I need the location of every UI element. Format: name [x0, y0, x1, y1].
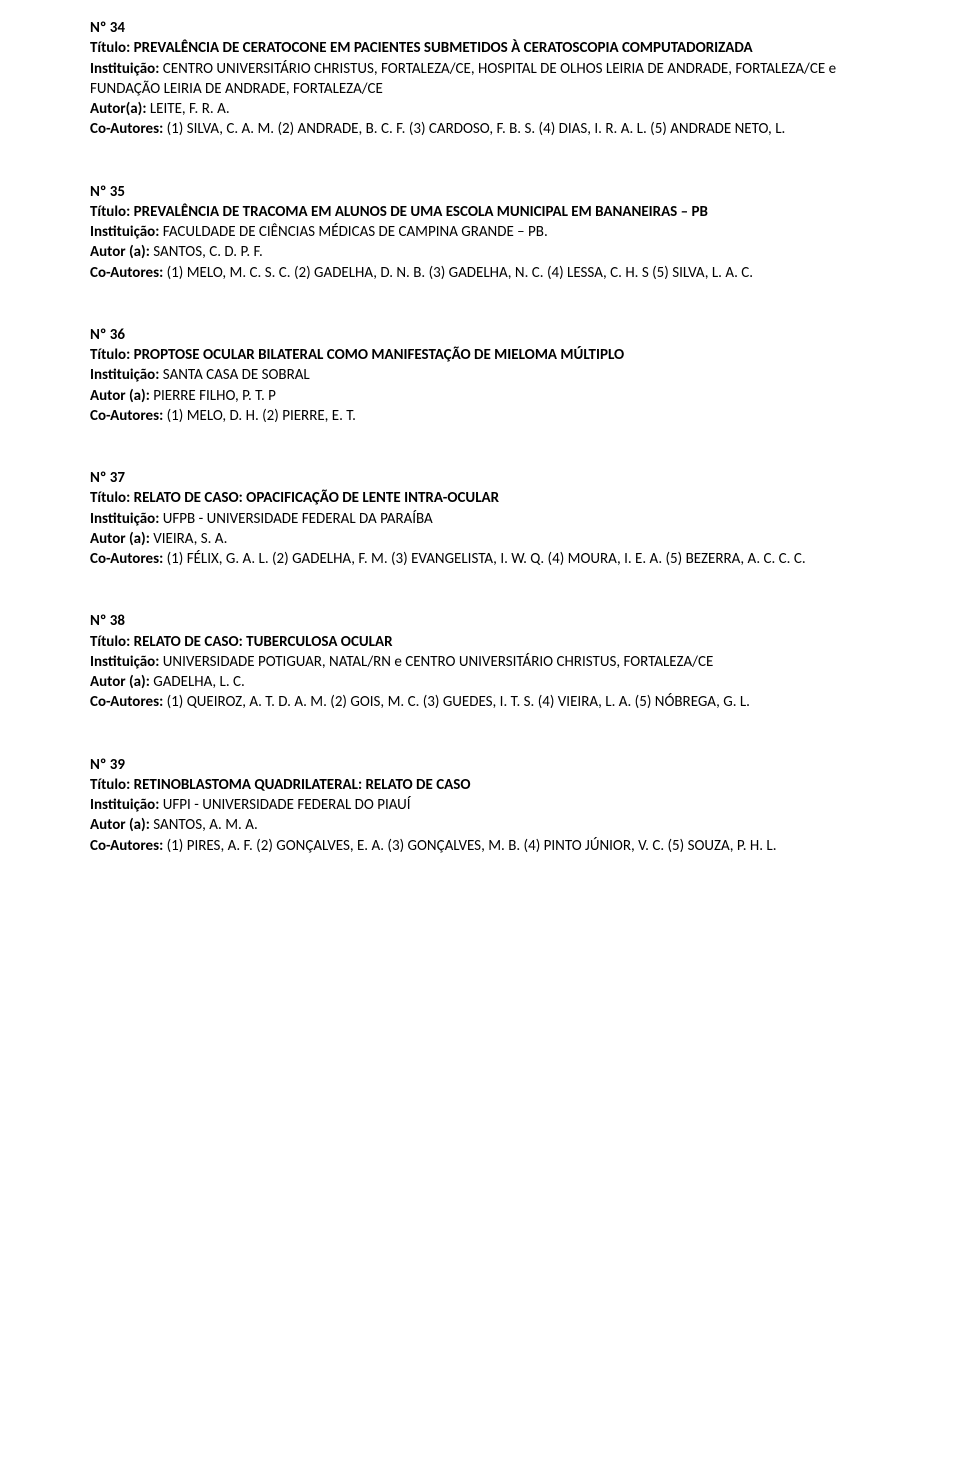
coauthors-label: Co-Autores: [90, 837, 167, 855]
coauthors-value: (1) QUEIROZ, A. T. D. A. M. (2) GOIS, M.… [167, 693, 750, 711]
institution-label: Instituição: [90, 510, 163, 528]
entry-author: Autor(a): LEITE, F. R. A. [90, 99, 870, 119]
coauthors-value: (1) PIRES, A. F. (2) GONÇALVES, E. A. (3… [167, 837, 777, 855]
entry-author: Autor (a): SANTOS, C. D. P. F. [90, 242, 870, 262]
entry-coauthors: Co-Autores: (1) QUEIROZ, A. T. D. A. M. … [90, 692, 870, 712]
institution-value: UNIVERSIDADE POTIGUAR, NATAL/RN e CENTRO… [163, 653, 714, 671]
institution-value: FACULDADE DE CIÊNCIAS MÉDICAS DE CAMPINA… [163, 223, 548, 241]
coauthors-value: (1) MELO, D. H. (2) PIERRE, E. T. [167, 407, 356, 425]
entry-title: Título: RELATO DE CASO: OPACIFICAÇÃO DE … [90, 488, 870, 508]
author-value: PIERRE FILHO, P. T. P [153, 387, 276, 405]
entry-author: Autor (a): SANTOS, A. M. A. [90, 815, 870, 835]
author-label: Autor (a): [90, 530, 153, 548]
author-value: LEITE, F. R. A. [150, 100, 230, 118]
entry-author: Autor (a): VIEIRA, S. A. [90, 529, 870, 549]
entry-coauthors: Co-Autores: (1) PIRES, A. F. (2) GONÇALV… [90, 836, 870, 856]
entry-number: Nº 39 [90, 755, 870, 775]
institution-value: UFPI - UNIVERSIDADE FEDERAL DO PIAUÍ [163, 796, 411, 814]
entry-coauthors: Co-Autores: (1) MELO, M. C. S. C. (2) GA… [90, 263, 870, 283]
entry-institution: Instituição: UNIVERSIDADE POTIGUAR, NATA… [90, 652, 870, 672]
entry: Nº 34Título: PREVALÊNCIA DE CERATOCONE E… [90, 18, 870, 140]
author-value: GADELHA, L. C. [153, 673, 245, 691]
entry-number: Nº 37 [90, 468, 870, 488]
author-value: SANTOS, A. M. A. [153, 816, 258, 834]
entry-number: Nº 34 [90, 18, 870, 38]
author-value: VIEIRA, S. A. [153, 530, 227, 548]
entry-institution: Instituição: SANTA CASA DE SOBRAL [90, 365, 870, 385]
coauthors-value: (1) SILVA, C. A. M. (2) ANDRADE, B. C. F… [167, 120, 786, 138]
entry-coauthors: Co-Autores: (1) MELO, D. H. (2) PIERRE, … [90, 406, 870, 426]
institution-value: CENTRO UNIVERSITÁRIO CHRISTUS, FORTALEZA… [90, 60, 836, 98]
institution-label: Instituição: [90, 366, 163, 384]
entry: Nº 37Título: RELATO DE CASO: OPACIFICAÇÃ… [90, 468, 870, 569]
entry-institution: Instituição: CENTRO UNIVERSITÁRIO CHRIST… [90, 59, 870, 100]
entry-coauthors: Co-Autores: (1) SILVA, C. A. M. (2) ANDR… [90, 119, 870, 139]
author-label: Autor (a): [90, 673, 153, 691]
entry-title: Título: PROPTOSE OCULAR BILATERAL COMO M… [90, 345, 870, 365]
institution-label: Instituição: [90, 223, 163, 241]
entries-list: Nº 34Título: PREVALÊNCIA DE CERATOCONE E… [90, 18, 870, 856]
entry-institution: Instituição: UFPI - UNIVERSIDADE FEDERAL… [90, 795, 870, 815]
entry: Nº 39Título: RETINOBLASTOMA QUADRILATERA… [90, 755, 870, 856]
institution-value: SANTA CASA DE SOBRAL [163, 366, 310, 384]
entry-institution: Instituição: UFPB - UNIVERSIDADE FEDERAL… [90, 509, 870, 529]
coauthors-value: (1) FÉLIX, G. A. L. (2) GADELHA, F. M. (… [167, 550, 806, 568]
entry-coauthors: Co-Autores: (1) FÉLIX, G. A. L. (2) GADE… [90, 549, 870, 569]
entry-title: Título: RETINOBLASTOMA QUADRILATERAL: RE… [90, 775, 870, 795]
entry-author: Autor (a): PIERRE FILHO, P. T. P [90, 386, 870, 406]
coauthors-value: (1) MELO, M. C. S. C. (2) GADELHA, D. N.… [167, 264, 753, 282]
author-value: SANTOS, C. D. P. F. [153, 243, 263, 261]
author-label: Autor (a): [90, 243, 153, 261]
institution-value: UFPB - UNIVERSIDADE FEDERAL DA PARAÍBA [163, 510, 433, 528]
entry-number: Nº 36 [90, 325, 870, 345]
author-label: Autor (a): [90, 816, 153, 834]
coauthors-label: Co-Autores: [90, 264, 167, 282]
entry-number: Nº 35 [90, 182, 870, 202]
institution-label: Instituição: [90, 796, 163, 814]
entry-author: Autor (a): GADELHA, L. C. [90, 672, 870, 692]
entry: Nº 35Título: PREVALÊNCIA DE TRACOMA EM A… [90, 182, 870, 283]
entry-number: Nº 38 [90, 611, 870, 631]
coauthors-label: Co-Autores: [90, 120, 167, 138]
institution-label: Instituição: [90, 60, 163, 78]
entry-title: Título: PREVALÊNCIA DE TRACOMA EM ALUNOS… [90, 202, 870, 222]
coauthors-label: Co-Autores: [90, 407, 167, 425]
institution-label: Instituição: [90, 653, 163, 671]
coauthors-label: Co-Autores: [90, 693, 167, 711]
coauthors-label: Co-Autores: [90, 550, 167, 568]
author-label: Autor(a): [90, 100, 150, 118]
author-label: Autor (a): [90, 387, 153, 405]
entry-institution: Instituição: FACULDADE DE CIÊNCIAS MÉDIC… [90, 222, 870, 242]
entry-title: Título: PREVALÊNCIA DE CERATOCONE EM PAC… [90, 38, 870, 58]
entry-title: Título: RELATO DE CASO: TUBERCULOSA OCUL… [90, 632, 870, 652]
entry: Nº 38Título: RELATO DE CASO: TUBERCULOSA… [90, 611, 870, 712]
entry: Nº 36Título: PROPTOSE OCULAR BILATERAL C… [90, 325, 870, 426]
